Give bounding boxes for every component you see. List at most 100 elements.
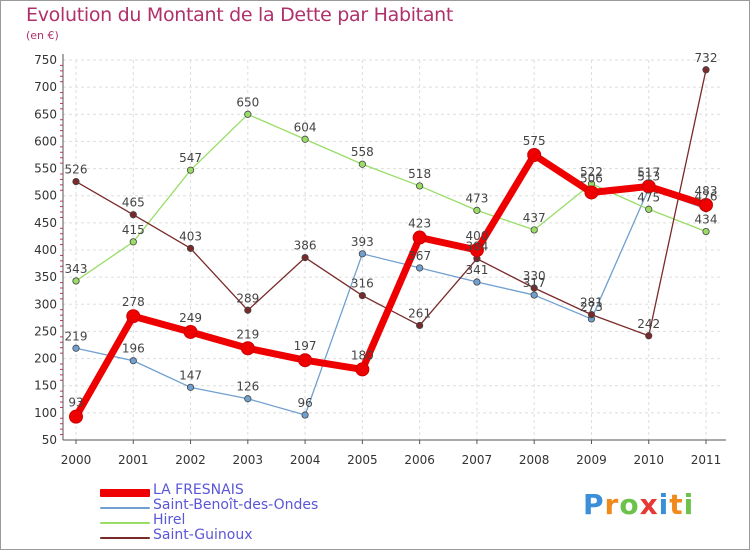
data-label: 343: [65, 262, 88, 276]
data-label: 465: [122, 196, 145, 210]
data-label: 384: [465, 240, 488, 254]
x-tick-label: 2007: [462, 453, 493, 467]
data-point: [527, 148, 542, 162]
data-label: 261: [408, 306, 431, 320]
data-point: [69, 409, 83, 424]
data-point: [530, 226, 538, 234]
data-label: 518: [408, 167, 431, 181]
data-point: [129, 211, 137, 219]
data-label: 575: [523, 134, 546, 148]
data-label: 522: [580, 165, 603, 179]
data-label: 317: [523, 276, 546, 290]
y-tick-label: 350: [34, 270, 57, 284]
data-point: [358, 160, 366, 168]
x-tick-label: 2006: [404, 453, 435, 467]
data-point: [358, 250, 366, 258]
data-point: [186, 383, 195, 391]
data-label: 513: [637, 170, 660, 184]
data-label: 483: [695, 184, 718, 198]
proxiti-logo: Proxiti: [583, 488, 695, 521]
data-point: [587, 310, 596, 319]
data-point: [416, 264, 424, 272]
legend-swatch: [100, 507, 150, 509]
data-point: [129, 238, 137, 246]
data-point: [244, 306, 252, 314]
y-tick-label: 100: [34, 406, 57, 420]
data-label: 219: [236, 327, 259, 341]
x-tick-label: 2010: [633, 453, 664, 467]
data-label: 558: [351, 145, 374, 159]
y-tick-label: 750: [34, 53, 57, 67]
data-point: [72, 178, 80, 186]
x-tick-label: 2008: [519, 453, 550, 467]
data-point: [72, 344, 80, 352]
y-tick-label: 250: [34, 324, 57, 338]
legend-label: LA FRESNAIS: [153, 482, 244, 498]
data-label: 278: [122, 295, 145, 309]
data-point: [416, 321, 424, 330]
data-label: 506: [580, 171, 603, 185]
data-label: 403: [179, 229, 202, 243]
data-point: [186, 166, 195, 174]
x-tick-label: 2004: [290, 453, 321, 467]
data-label: 476: [695, 190, 718, 204]
data-point: [530, 291, 538, 299]
x-tick-label: 2003: [233, 453, 264, 467]
data-label: 242: [637, 317, 660, 331]
legend-swatch: [100, 522, 150, 524]
data-point: [240, 341, 255, 356]
data-point: [244, 110, 252, 118]
y-tick-label: 500: [34, 189, 57, 203]
data-label: 437: [523, 211, 546, 225]
data-point: [301, 135, 309, 143]
data-label: 219: [65, 329, 88, 343]
legend-swatch: [100, 489, 150, 497]
data-label: 517: [637, 165, 660, 179]
x-tick-label: 2000: [61, 453, 92, 467]
data-point: [699, 197, 713, 212]
y-tick-label: 600: [34, 134, 57, 148]
data-point: [530, 284, 538, 292]
y-tick-label: 300: [34, 297, 57, 311]
data-point: [72, 277, 80, 285]
data-point: [473, 206, 481, 214]
data-label: 547: [179, 151, 202, 165]
data-label: 423: [408, 217, 431, 231]
data-label: 316: [351, 277, 374, 291]
data-label: 96: [297, 396, 312, 410]
y-tick-label: 400: [34, 243, 57, 257]
data-point: [645, 205, 653, 213]
y-tick-label: 450: [34, 216, 57, 230]
data-label: 273: [580, 300, 603, 314]
data-label: 281: [580, 296, 603, 310]
y-tick-label: 50: [42, 433, 57, 447]
legend-swatch: [100, 537, 150, 539]
data-label: 415: [122, 223, 145, 237]
data-label: 289: [236, 291, 259, 305]
data-point: [702, 227, 710, 236]
data-label: 732: [695, 51, 718, 65]
data-point: [301, 254, 309, 262]
data-label: 93: [68, 396, 83, 410]
x-tick-label: 2002: [175, 453, 206, 467]
data-point: [584, 185, 599, 200]
x-tick-label: 2011: [691, 453, 722, 467]
data-label: 386: [294, 239, 317, 253]
data-point: [355, 362, 370, 377]
data-label: 400: [465, 229, 488, 243]
y-tick-label: 650: [34, 107, 57, 121]
data-point: [298, 353, 313, 368]
x-tick-label: 2001: [118, 453, 149, 467]
y-tick-label: 550: [34, 162, 57, 176]
series-line: [72, 151, 710, 421]
series-line: [75, 188, 707, 416]
data-label: 473: [465, 191, 488, 205]
data-point: [244, 395, 252, 403]
legend-label: Saint-Benoît-des-Ondes: [153, 497, 319, 513]
data-point: [645, 332, 653, 340]
data-label: 147: [179, 368, 202, 382]
data-point: [473, 278, 481, 286]
x-tick-label: 2005: [347, 453, 378, 467]
data-label: 341: [465, 263, 488, 277]
